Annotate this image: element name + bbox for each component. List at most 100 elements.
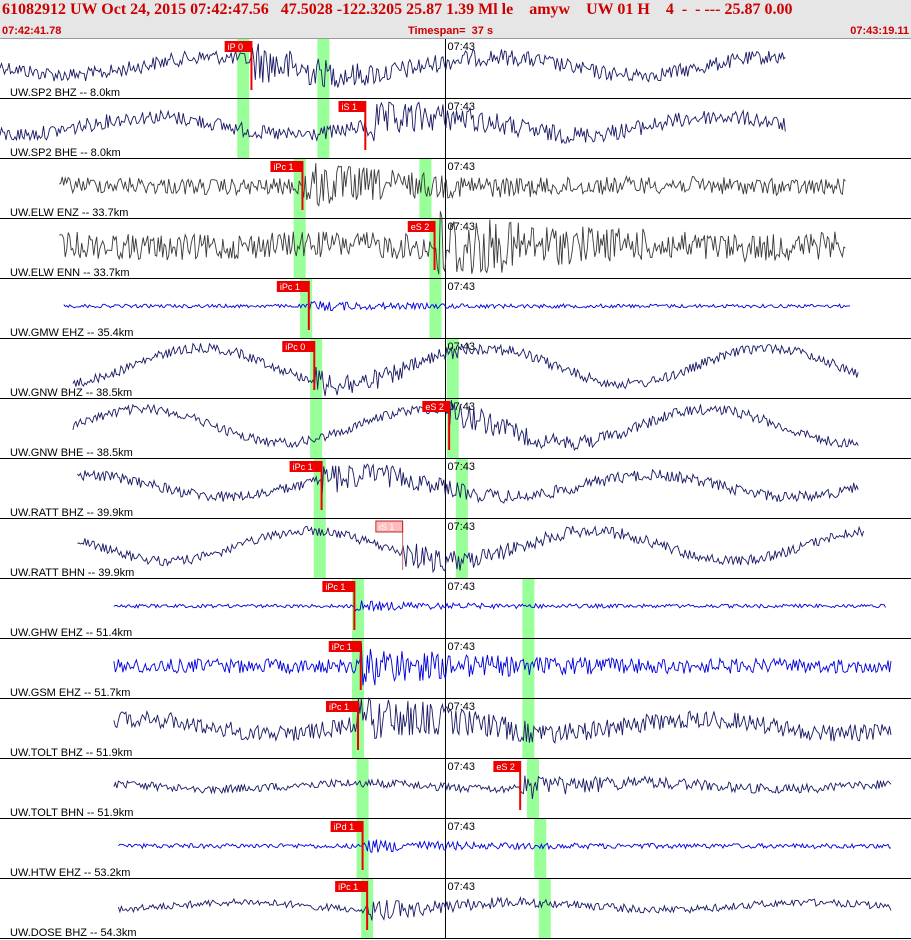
station-label: UW.ELW ENN -- 33.7km (10, 267, 130, 279)
pick-label: iP 0 (228, 42, 243, 52)
trace-row[interactable]: 07:43 iPc 1 UW.RATT BHZ -- 39.9km (0, 459, 911, 519)
pick-flag[interactable] (407, 221, 435, 232)
pick-label: iS 1 (342, 102, 358, 112)
analysis-window (310, 399, 323, 459)
station-label: UW.RATT BHN -- 39.9km (10, 567, 134, 579)
station-label: UW.TOLT BHZ -- 51.9km (10, 747, 132, 759)
end-time: 07:43:19.11 (850, 25, 909, 37)
analysis-window (522, 579, 535, 639)
minute-tick-label: 07:43 (447, 881, 475, 893)
pick-flag[interactable] (422, 401, 450, 412)
station-label: UW.SP2 BHE -- 8.0km (10, 147, 121, 159)
event-title: 61082912 UW Oct 24, 2015 07:42:47.56 47.… (2, 1, 793, 18)
minute-tick-label: 07:43 (447, 281, 475, 293)
trace-row[interactable]: 07:43 iPc 1 UW.DOSE BHZ -- 54.3km (0, 879, 911, 939)
pick-label: eS 2 (425, 402, 444, 412)
pick-flag[interactable] (224, 41, 252, 52)
minute-tick-label: 07:43 (447, 41, 475, 53)
minute-tick-label: 07:43 (447, 581, 475, 593)
pick-label: eS 2 (496, 762, 515, 772)
waveform (117, 895, 892, 921)
waveform (0, 43, 786, 88)
waveform (113, 600, 886, 613)
trace-row[interactable]: 07:43 iPc 1 UW.TOLT BHZ -- 51.9km (0, 697, 911, 759)
waveform (72, 342, 859, 396)
waveform (63, 300, 851, 311)
minute-tick-label: 07:43 (447, 461, 475, 473)
waveform (118, 839, 891, 853)
trace-row[interactable]: 07:43 iPc 1 UW.GSM EHZ -- 51.7km (0, 639, 911, 699)
pick-flag[interactable] (338, 101, 366, 112)
trace-row[interactable]: 07:43 iPc 1 UW.GMW EHZ -- 35.4km (0, 279, 911, 339)
pick-flag[interactable] (270, 161, 303, 172)
pick-label: iPc 1 (329, 702, 349, 712)
waveform (59, 211, 846, 275)
pick-flag[interactable] (326, 701, 359, 712)
pick-flag[interactable] (282, 341, 315, 352)
timespan-label: Timespan= 37 s (408, 25, 494, 37)
pick-flag[interactable] (328, 641, 361, 652)
trace-row[interactable]: 07:43 iPc 1 UW.GHW EHZ -- 51.4km (0, 579, 911, 639)
waveform (113, 643, 892, 686)
analysis-window (455, 459, 468, 519)
minute-tick-label: 07:43 (447, 161, 475, 173)
trace-row[interactable]: 07:43 iP 0 UW.SP2 BHZ -- 8.0km (0, 39, 911, 99)
analysis-window (534, 819, 547, 879)
analysis-window (317, 39, 330, 99)
pick-flag[interactable] (375, 520, 404, 533)
minute-tick-label: 07:43 (447, 641, 475, 653)
minute-tick-label: 07:43 (447, 701, 475, 713)
pick-flag[interactable] (322, 581, 355, 592)
analysis-window (237, 99, 250, 159)
station-label: UW.GMW EHZ -- 35.4km (10, 327, 133, 339)
station-label: UW.GNW BHE -- 38.5km (10, 447, 133, 459)
analysis-window (356, 759, 369, 819)
header-bar (0, 0, 911, 24)
pick-flag[interactable] (330, 821, 363, 832)
waveform (72, 400, 859, 452)
waveform (113, 697, 892, 744)
trace-row[interactable]: 07:43 iS 1 UW.SP2 BHE -- 8.0km (0, 99, 911, 159)
time-bar (0, 24, 911, 39)
analysis-window (313, 519, 326, 579)
pick-flag[interactable] (289, 461, 322, 472)
station-label: UW.SP2 BHZ -- 8.0km (10, 87, 120, 99)
analysis-window (538, 879, 551, 939)
pick-label: iPc 1 (280, 282, 300, 292)
waveform (77, 525, 865, 574)
analysis-window (429, 279, 442, 339)
pick-label: iPc 1 (332, 642, 352, 652)
trace-row[interactable]: 07:43 iS 1 UW.RATT BHN -- 39.9km (0, 519, 911, 579)
pick-label: iPc 0 (285, 342, 305, 352)
analysis-window (526, 759, 539, 819)
pick-label: iPc 1 (338, 882, 358, 892)
waveform (59, 163, 846, 207)
trace-row[interactable]: 07:43 iPc 1 UW.ELW ENZ -- 33.7km (0, 159, 911, 219)
minute-tick-label: 07:43 (447, 101, 475, 113)
pick-label: eS 2 (411, 222, 430, 232)
pick-flag[interactable] (335, 881, 368, 892)
station-label: UW.RATT BHZ -- 39.9km (10, 507, 133, 519)
start-time: 07:42:41.78 (2, 25, 62, 37)
pick-flag[interactable] (493, 761, 521, 772)
waveform (77, 463, 859, 504)
station-label: UW.TOLT BHN -- 51.9km (10, 807, 133, 819)
pick-flag[interactable] (276, 281, 309, 292)
station-label: UW.HTW EHZ -- 53.2km (10, 867, 130, 879)
trace-row[interactable]: 07:43 eS 2 UW.TOLT BHN -- 51.9km (0, 759, 911, 819)
analysis-window (313, 459, 326, 519)
station-label: UW.GHW EHZ -- 51.4km (10, 627, 132, 639)
minute-tick-label: 07:43 (447, 761, 475, 773)
waveform (0, 101, 786, 144)
pick-label: iPc 1 (273, 162, 293, 172)
pick-label: iPc 1 (325, 582, 345, 592)
seismogram-panel[interactable]: 07:43 iP 0 UW.SP2 BHZ -- 8.0km 07:43 iS 1 UW.… (0, 39, 911, 939)
station-label: UW.GSM EHZ -- 51.7km (10, 687, 130, 699)
station-label: UW.DOSE BHZ -- 54.3km (10, 927, 137, 939)
pick-label: iPd 1 (334, 822, 355, 832)
minute-tick-label: 07:43 (447, 821, 475, 833)
trace-row[interactable]: 07:43 iPd 1 UW.HTW EHZ -- 53.2km (0, 819, 911, 879)
